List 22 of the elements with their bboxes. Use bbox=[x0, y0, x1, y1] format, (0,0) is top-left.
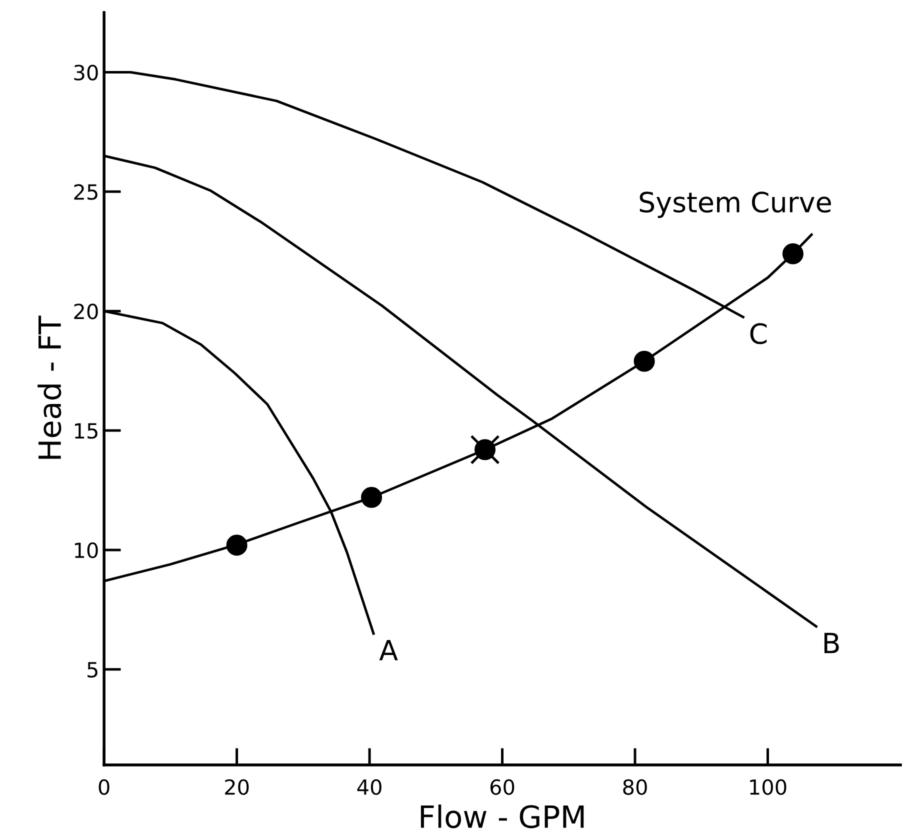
point bbox=[361, 486, 382, 508]
y-tick-label: 10 bbox=[74, 542, 98, 558]
x-tick-label: 80 bbox=[623, 779, 647, 795]
y-axis-title: Head - FT bbox=[38, 316, 62, 459]
series-label: A bbox=[379, 640, 398, 660]
x-tick-label: 0 bbox=[98, 779, 110, 795]
point bbox=[634, 350, 655, 372]
x-tick-label: 20 bbox=[225, 779, 249, 795]
point bbox=[226, 534, 248, 556]
y-tick-label: 25 bbox=[74, 184, 98, 200]
x-axis-title: Flow - GPM bbox=[420, 804, 584, 828]
series-label: B bbox=[824, 632, 839, 654]
x-tick-label: 100 bbox=[750, 779, 786, 795]
series-label: System Curve bbox=[640, 192, 831, 218]
y-tick-label: 30 bbox=[74, 64, 98, 80]
y-tick-label: 5 bbox=[88, 662, 98, 678]
y-tick-label: 20 bbox=[74, 304, 98, 320]
x-tick-label: 60 bbox=[490, 779, 514, 795]
series-label: C bbox=[750, 323, 767, 344]
x-tick-label: 40 bbox=[357, 779, 382, 795]
y-tick-label: 15 bbox=[74, 423, 98, 439]
point bbox=[782, 243, 804, 264]
